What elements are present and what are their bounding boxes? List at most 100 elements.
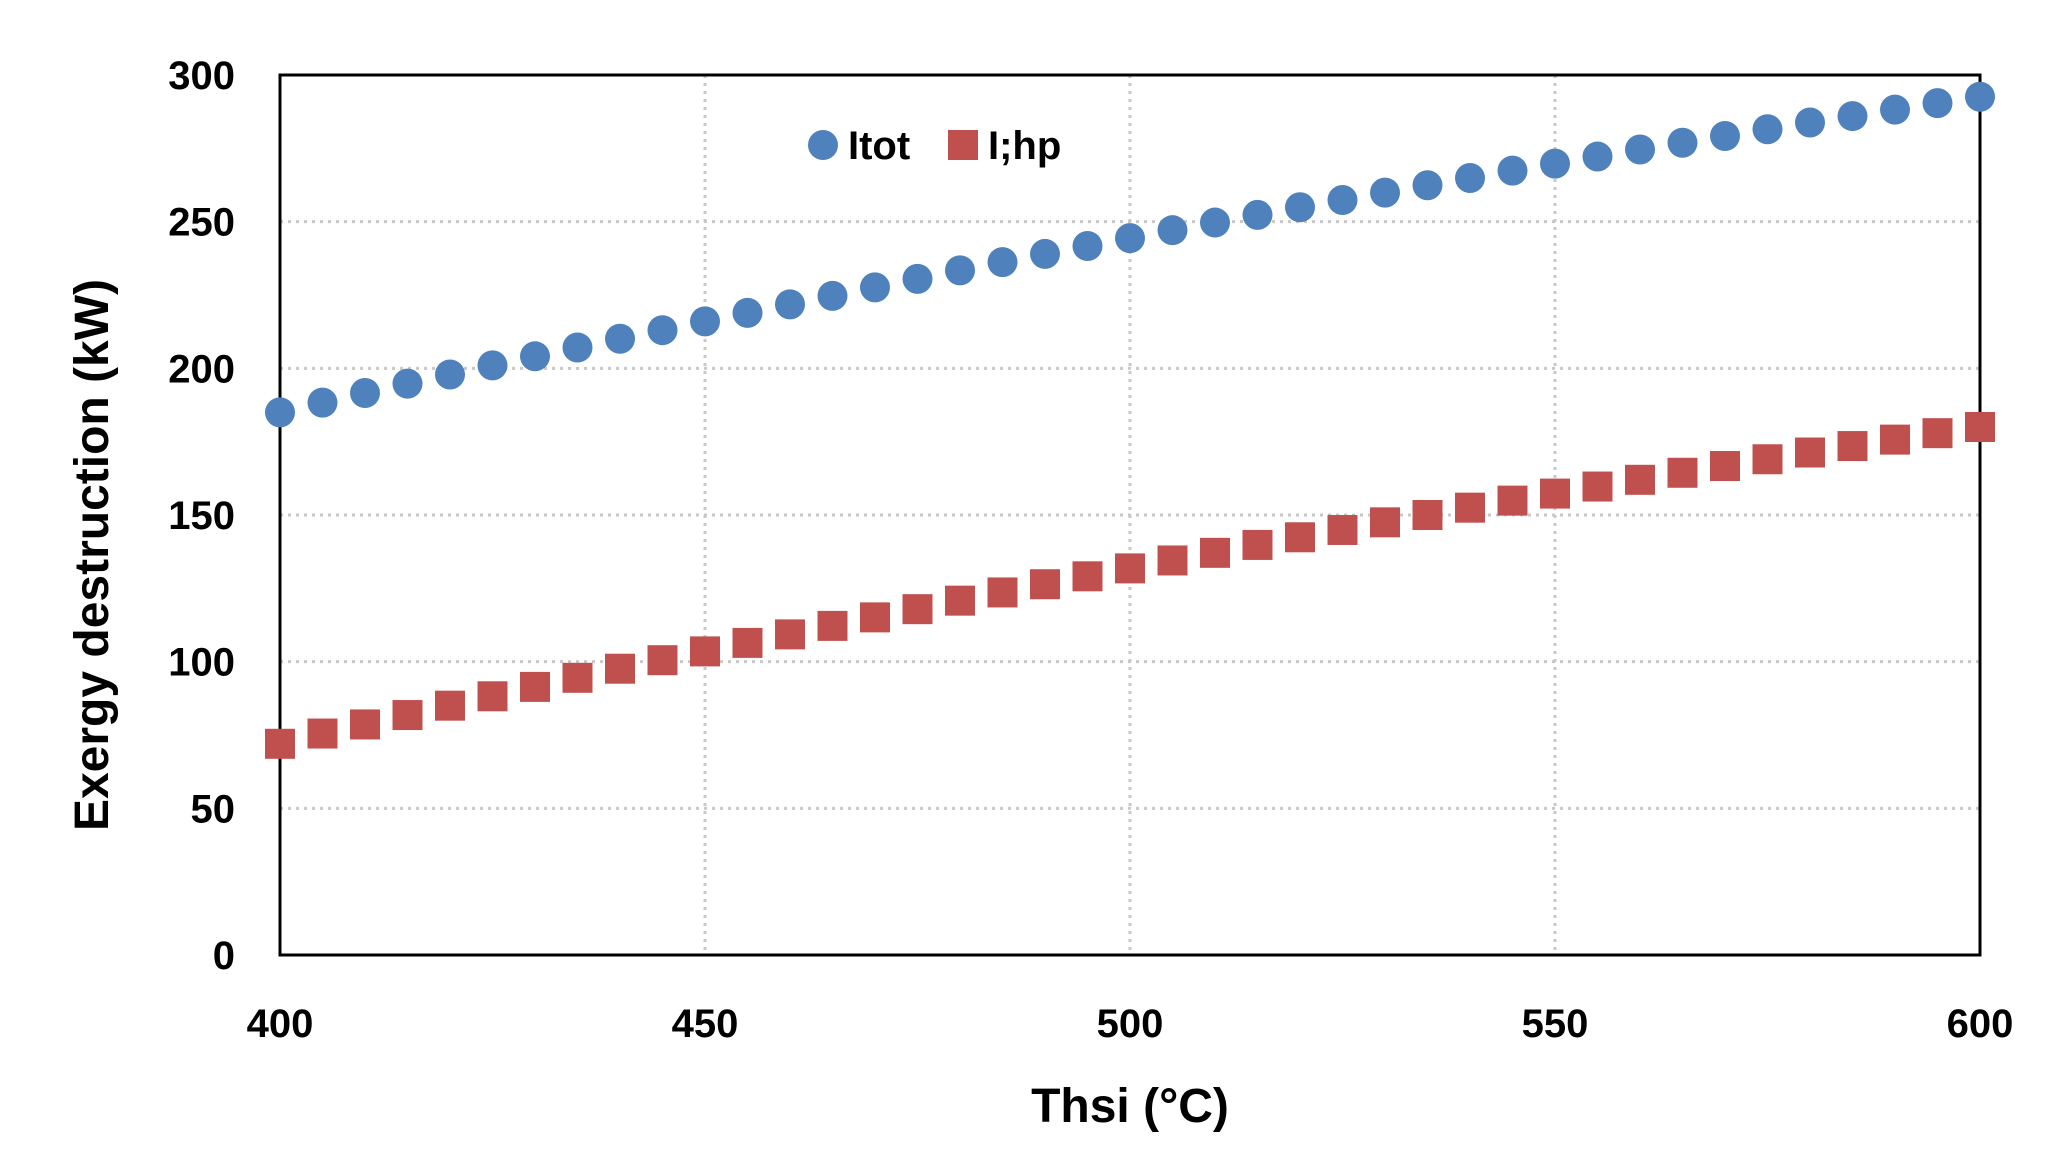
point-itot [1412,170,1443,201]
point-ihp [1370,507,1400,538]
point-ihp [520,671,550,702]
data-markers [265,81,1995,759]
y-tick-label: 100 [168,641,235,685]
point-itot [945,255,975,286]
point-ihp [1837,431,1868,462]
point-ihp [392,700,423,731]
point-itot [1880,94,1910,125]
point-ihp [775,619,805,650]
y-tick-label: 150 [168,494,235,538]
point-ihp [860,602,890,633]
point-ihp [1965,412,1995,442]
point-itot [605,323,635,354]
point-itot [1837,101,1868,132]
point-itot [1625,134,1655,165]
point-itot [902,263,933,294]
point-itot [307,387,338,418]
point-ihp [1327,514,1358,545]
y-axis-ticks: 0 50 100 150 200 250 300 [168,54,235,978]
point-itot [520,341,550,372]
y-tick-label: 250 [168,201,235,245]
y-tick-label: 0 [213,934,235,978]
point-ihp [1752,444,1783,475]
point-ihp [1072,561,1103,592]
point-itot [1710,121,1740,152]
point-itot [1327,184,1358,215]
point-itot [1540,148,1570,179]
x-tick-label: 400 [247,1002,314,1046]
point-ihp [1157,545,1188,576]
point-itot [732,297,763,328]
point-ihp [817,610,848,641]
point-ihp [265,728,295,759]
point-itot [435,359,465,390]
point-ihp [732,627,763,658]
point-ihp [1710,451,1740,482]
point-ihp [562,662,593,693]
point-ihp [1880,424,1910,455]
point-ihp [1795,437,1825,468]
point-itot [1667,127,1698,158]
point-itot [265,397,295,428]
point-itot [647,315,678,346]
legend-marker-itot [808,130,838,160]
x-axis-ticks: 400 450 500 550 600 [247,1002,2014,1046]
point-itot [817,280,848,311]
point-itot [477,350,508,381]
point-ihp [945,585,975,616]
point-itot [1497,155,1528,186]
point-ihp [690,636,720,667]
point-ihp [647,645,678,676]
x-axis-title: Thsi (°C) [1031,1080,1229,1133]
point-itot [860,272,890,303]
point-itot [392,368,423,399]
x-tick-label: 450 [672,1002,739,1046]
point-itot [1370,177,1400,208]
point-itot [1157,215,1188,246]
point-itot [1455,162,1485,193]
point-ihp [1625,464,1655,495]
point-itot [987,247,1018,278]
gridlines [280,75,1980,955]
point-itot [1285,192,1315,223]
point-itot [1752,114,1783,145]
x-tick-label: 550 [1522,1002,1589,1046]
point-itot [1922,88,1953,119]
point-ihp [1200,537,1230,568]
y-axis-title: Exergy destruction (kW) [66,279,119,831]
point-itot [1072,231,1103,262]
point-itot [1200,207,1230,238]
point-itot [1242,199,1273,230]
point-ihp [1582,471,1613,502]
y-tick-label: 50 [191,787,236,831]
point-ihp [1667,457,1698,488]
point-itot [1115,223,1145,254]
point-itot [350,377,380,408]
y-tick-label: 300 [168,54,235,98]
x-tick-label: 600 [1947,1002,2014,1046]
point-ihp [1285,522,1315,553]
point-ihp [1497,485,1528,516]
point-itot [562,332,593,363]
point-itot [1030,238,1060,269]
point-itot [1965,81,1995,112]
legend-label-itot: Itot [848,124,910,168]
x-tick-label: 500 [1097,1002,1164,1046]
point-itot [1582,141,1613,172]
point-ihp [605,653,635,684]
point-ihp [435,690,465,721]
point-ihp [1455,492,1485,523]
point-ihp [1115,553,1145,584]
point-ihp [1242,529,1273,560]
point-ihp [1540,478,1570,509]
point-ihp [987,577,1018,608]
point-ihp [1030,569,1060,600]
point-ihp [350,709,380,740]
y-tick-label: 200 [168,347,235,391]
point-ihp [477,681,508,712]
legend: Itot I;hp [808,124,1061,168]
legend-marker-ihp [948,130,978,160]
point-itot [1795,107,1825,138]
point-itot [690,306,720,337]
